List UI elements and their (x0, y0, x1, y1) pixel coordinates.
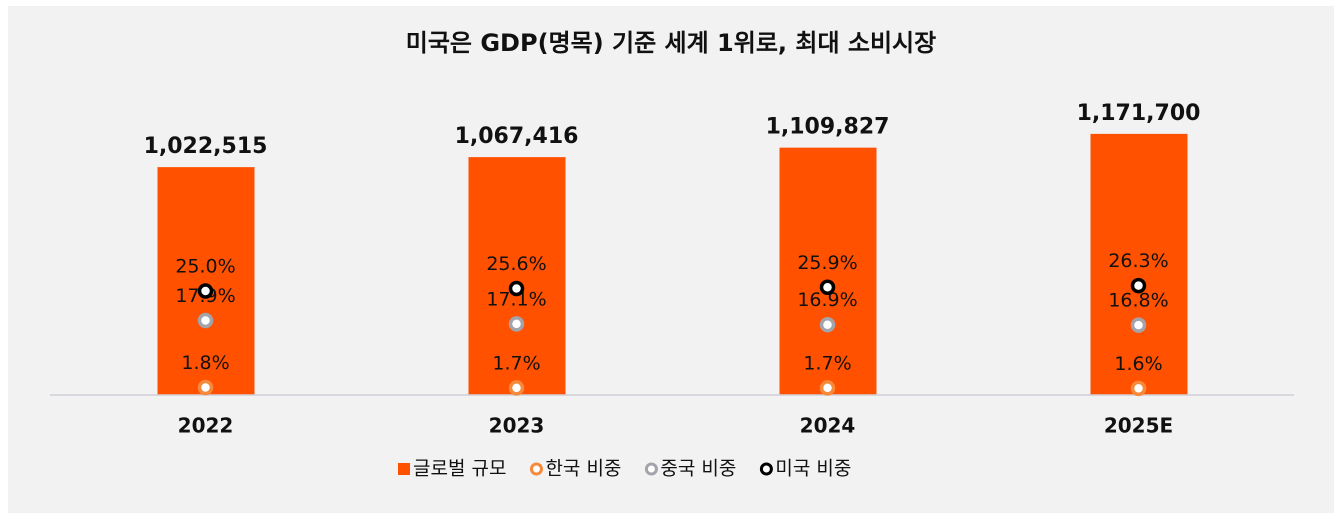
bar-value-label: 1,109,827 (766, 115, 890, 140)
marker-value-label: 25.6% (486, 253, 546, 275)
marker (1130, 317, 1147, 333)
marker (197, 312, 214, 329)
x-tick-label: 2025E (1104, 414, 1173, 438)
marker-value-label: 16.8% (1108, 290, 1168, 312)
x-tick-label: 2024 (800, 414, 856, 438)
marker (819, 380, 836, 396)
bar (779, 147, 877, 395)
x-tick-label: 2022 (178, 414, 234, 438)
marker (1130, 380, 1147, 397)
bar-value-label: 1,171,700 (1077, 101, 1201, 126)
marker (197, 379, 214, 396)
legend-label: 글로벌 규모 (413, 458, 506, 480)
bar (1090, 133, 1188, 395)
legend-label: 중국 비중 (660, 458, 736, 480)
marker-value-label: 1.7% (492, 352, 540, 374)
marker-value-label: 1.6% (1114, 353, 1162, 375)
bar (468, 157, 566, 395)
bar-value-label: 1,022,515 (144, 134, 268, 159)
legend-label: 한국 비중 (545, 458, 621, 480)
marker (819, 279, 836, 296)
legend-swatch (644, 462, 658, 476)
legend-swatch (398, 463, 410, 475)
marker-value-label: 16.9% (797, 289, 857, 311)
legend-swatch (529, 462, 543, 476)
marker-value-label: 17.1% (486, 288, 546, 310)
bar-value-label: 1,067,416 (455, 124, 579, 149)
marker-value-label: 25.9% (797, 252, 857, 274)
marker-value-label: 1.7% (803, 352, 851, 374)
chart-title: 미국은 GDP(명목) 기준 세계 1위로, 최대 소비시장 (406, 29, 936, 57)
marker-value-label: 1.8% (181, 352, 229, 374)
x-tick-label: 2023 (489, 414, 545, 438)
bar (157, 167, 255, 395)
marker (508, 280, 525, 297)
legend-swatch (759, 462, 773, 476)
legend-label: 미국 비중 (775, 458, 851, 480)
marker-value-label: 25.0% (175, 256, 235, 278)
marker (819, 316, 836, 333)
marker-value-label: 26.3% (1108, 250, 1168, 272)
marker (508, 380, 525, 396)
marker (508, 316, 525, 332)
marker (197, 283, 214, 299)
marker (1130, 277, 1147, 294)
